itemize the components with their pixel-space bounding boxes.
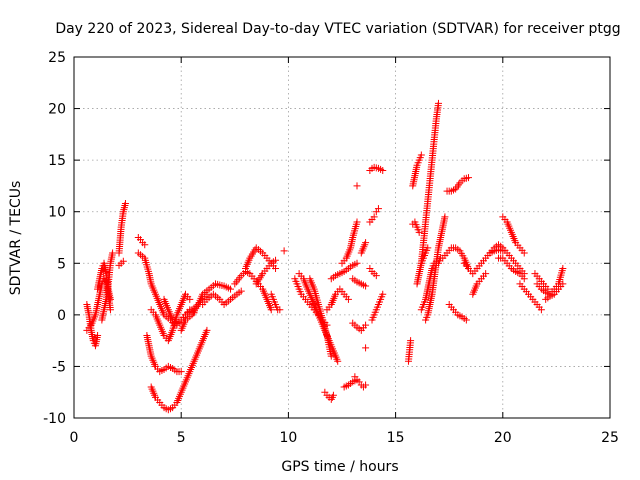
x-tick-label: 5 [177, 430, 186, 446]
data-point [434, 99, 442, 107]
data-point [280, 247, 288, 255]
data-point [362, 239, 370, 247]
y-tick-label: 15 [48, 153, 66, 169]
y-tick-label: 0 [57, 308, 66, 324]
data-point [482, 270, 490, 278]
data-point [362, 282, 370, 290]
data-point [186, 295, 194, 303]
y-tick-label: 5 [57, 256, 66, 272]
data-point [227, 285, 235, 293]
data-point [424, 244, 432, 252]
data-point [464, 174, 472, 182]
data-point [106, 306, 114, 314]
data-point [203, 326, 211, 334]
data-point [537, 306, 545, 314]
data-point [327, 352, 335, 360]
x-tick-label: 10 [279, 430, 297, 446]
data-point [267, 306, 275, 314]
data-point [415, 228, 423, 236]
data-point [334, 357, 342, 365]
data-point [370, 213, 378, 221]
data-point [362, 381, 370, 389]
data-point [121, 199, 129, 207]
data-point [520, 249, 528, 257]
data-point [379, 290, 387, 298]
x-axis-title: GPS time / hours [281, 459, 398, 475]
x-tick-label: 0 [70, 430, 79, 446]
data-point [119, 257, 127, 265]
data-point [372, 272, 380, 280]
data-point [374, 205, 382, 213]
data-point [141, 241, 149, 249]
x-tick-label: 20 [494, 430, 512, 446]
data-point [417, 151, 425, 159]
y-tick-label: -5 [52, 359, 66, 375]
data-point [177, 368, 185, 376]
chart-title: Day 220 of 2023, Sidereal Day-to-day VTE… [55, 21, 620, 37]
y-tick-label: 25 [48, 50, 66, 66]
y-tick-label: -10 [43, 411, 66, 427]
data-point [329, 391, 337, 399]
data-point [94, 331, 102, 339]
data-point [353, 218, 361, 226]
grid [74, 57, 610, 418]
data-point [559, 280, 567, 288]
x-tick-label: 25 [601, 430, 619, 446]
data-point [379, 166, 387, 174]
axis-ticks: 0 5 10 15 20 25 -10 -5 0 5 10 15 20 25 [43, 50, 619, 446]
data-point [237, 287, 245, 295]
data-point [362, 321, 370, 329]
y-tick-label: 10 [48, 205, 66, 221]
data-point [344, 295, 352, 303]
y-axis-title: SDTVAR / TECUs [8, 181, 24, 296]
plot-frame [73, 56, 611, 419]
x-tick-label: 15 [387, 430, 405, 446]
y-tick-label: 20 [48, 102, 66, 118]
data-point [520, 275, 528, 283]
data-point [276, 306, 284, 314]
data-point [272, 264, 280, 272]
data-point [441, 213, 449, 221]
data-point [362, 344, 370, 352]
data-point [109, 249, 117, 257]
data-point [353, 259, 361, 267]
data-point [559, 264, 567, 272]
data-point [353, 182, 361, 190]
data-points [83, 99, 567, 414]
data-point [462, 316, 470, 324]
data-point [272, 256, 280, 264]
data-point [407, 337, 415, 345]
